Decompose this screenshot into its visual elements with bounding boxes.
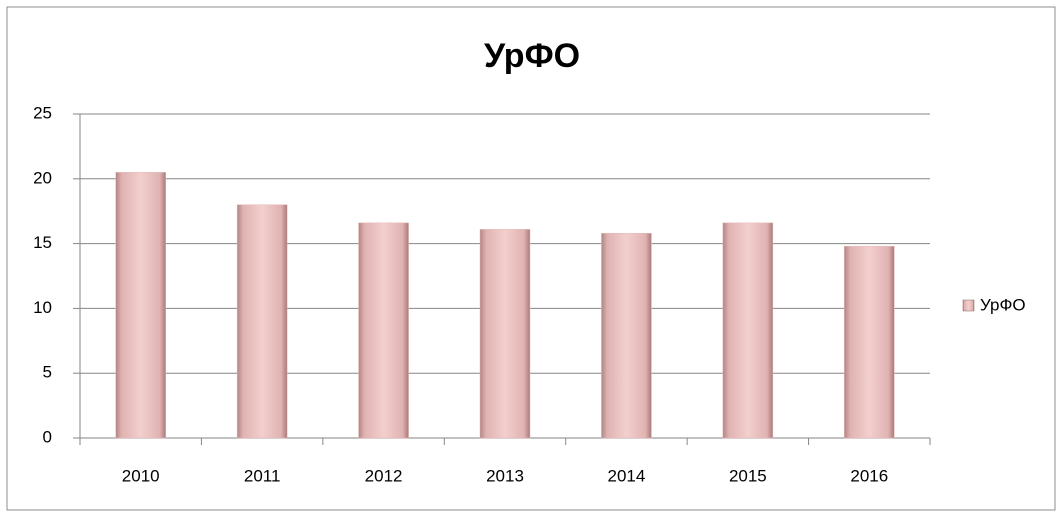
- y-tick-label: 10: [33, 298, 52, 317]
- bar: [479, 229, 531, 439]
- x-tick-label: 2016: [850, 466, 888, 485]
- x-tick-label: 2011: [244, 466, 281, 485]
- legend-label: УрФО: [980, 295, 1026, 314]
- bar: [722, 222, 774, 439]
- x-tick-label: 2014: [608, 466, 646, 485]
- x-tick-label: 2010: [122, 466, 160, 485]
- y-tick-label: 15: [33, 233, 52, 252]
- bar: [844, 245, 895, 439]
- x-tick-label: 2015: [729, 466, 767, 485]
- bar: [358, 222, 409, 439]
- x-tick-label: 2012: [365, 466, 403, 485]
- bar: [115, 172, 166, 439]
- bar: [236, 204, 288, 439]
- y-tick-label: 20: [33, 168, 52, 187]
- y-tick-label: 25: [33, 103, 52, 122]
- y-tick-label: 5: [43, 363, 52, 382]
- chart-title: УрФО: [484, 37, 580, 75]
- x-tick-label: 2013: [486, 466, 524, 485]
- y-tick-label: 0: [43, 427, 52, 446]
- legend-swatch: [962, 299, 975, 312]
- bar: [601, 232, 652, 439]
